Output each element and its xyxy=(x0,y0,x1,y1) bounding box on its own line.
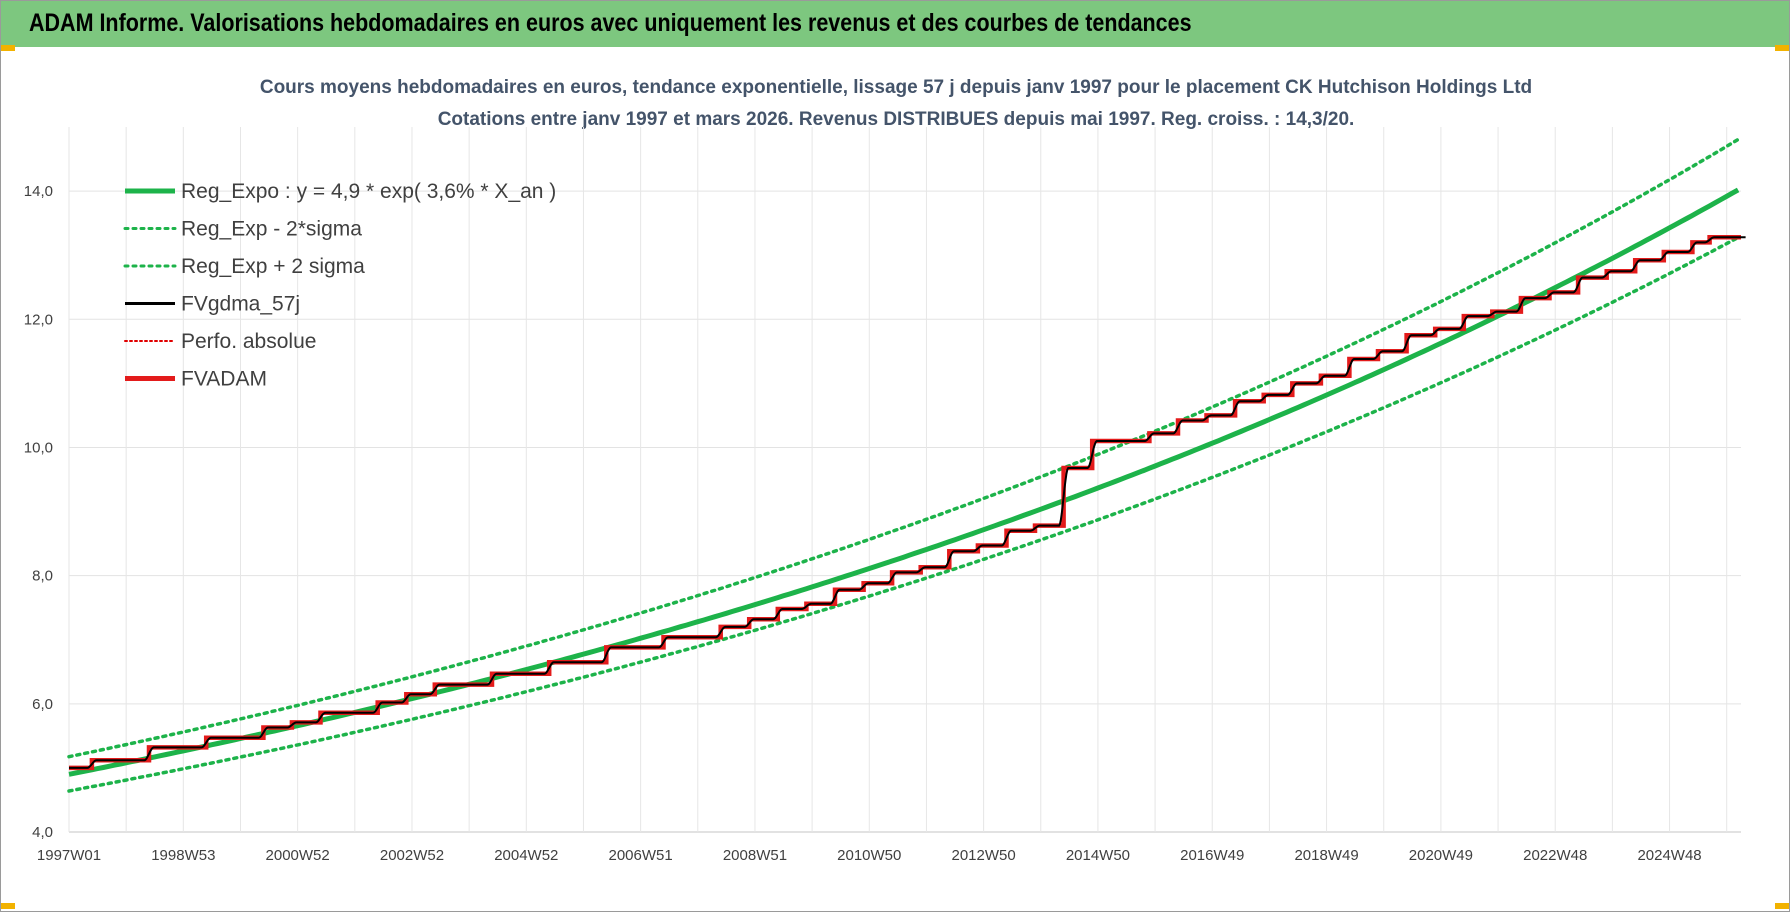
chart-subtitle: Cotations entre janv 1997 et mars 2026. … xyxy=(438,109,1355,130)
x-tick-label: 2010W50 xyxy=(837,847,901,864)
y-tick-label: 4,0 xyxy=(32,824,53,841)
legend-label: FVgdma_57j xyxy=(181,293,300,316)
x-tick-label: 2020W49 xyxy=(1409,847,1473,864)
x-tick-label: 1998W53 xyxy=(151,847,215,864)
x-tick-label: 2018W49 xyxy=(1294,847,1358,864)
y-tick-label: 10,0 xyxy=(24,439,53,456)
x-tick-label: 2006W51 xyxy=(609,847,673,864)
legend-label: Reg_Expo : y = 4,9 * exp( 3,6% * X_an ) xyxy=(181,180,556,203)
x-tick-label: 2000W52 xyxy=(266,847,330,864)
grid xyxy=(68,127,1741,833)
y-tick-label: 14,0 xyxy=(24,183,53,200)
banner-title: ADAM Informe. Valorisations hebdomadaire… xyxy=(29,9,1192,37)
x-tick-label: 2012W50 xyxy=(951,847,1015,864)
y-tick-label: 6,0 xyxy=(32,696,53,713)
plot-area xyxy=(67,137,1746,793)
x-axis-ticks: 1997W01 1998W53 2000W52 2002W52 2004W52 2006W… xyxy=(37,847,1702,864)
x-tick-label: 2014W50 xyxy=(1066,847,1130,864)
y-tick-label: 12,0 xyxy=(24,311,53,328)
y-tick-label: 8,0 xyxy=(32,568,53,585)
corner-marker-bottom-left xyxy=(1,903,15,909)
series-reg-minus-2sigma xyxy=(67,235,1740,793)
legend-label: Perfo. absolue xyxy=(181,330,316,353)
x-tick-label: 2016W49 xyxy=(1180,847,1244,864)
legend-label: Reg_Exp - 2*sigma xyxy=(181,218,362,241)
corner-marker-bottom-right xyxy=(1775,903,1789,909)
series-fvgdma-57j xyxy=(69,236,1746,769)
corner-marker-top-right xyxy=(1775,45,1789,51)
x-tick-label: 1997W01 xyxy=(37,847,101,864)
x-tick-label: 2024W48 xyxy=(1637,847,1701,864)
x-tick-label: 2004W52 xyxy=(494,847,558,864)
header-banner: ADAM Informe. Valorisations hebdomadaire… xyxy=(1,1,1789,47)
legend-label: Reg_Exp + 2 sigma xyxy=(181,255,365,278)
x-tick-label: 2002W52 xyxy=(380,847,444,864)
series-reg-plus-2sigma xyxy=(67,137,1740,759)
corner-marker-top-left xyxy=(1,45,15,51)
x-tick-label: 2008W51 xyxy=(723,847,787,864)
legend-label: FVADAM xyxy=(181,368,267,391)
chart-title: Cours moyens hebdomadaires en euros, ten… xyxy=(260,77,1532,98)
y-axis-ticks: 4,0 6,0 8,0 10,0 12,0 14,0 xyxy=(24,183,53,841)
series-fvadam xyxy=(69,234,1741,771)
legend: Reg_Expo : y = 4,9 * exp( 3,6% * X_an ) R… xyxy=(123,180,556,391)
x-tick-label: 2022W48 xyxy=(1523,847,1587,864)
